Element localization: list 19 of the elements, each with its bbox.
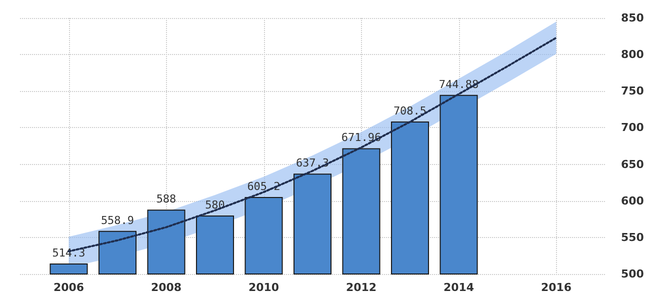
y-tick-label: 750 <box>621 84 644 98</box>
x-tick-label: 2006 <box>53 281 84 294</box>
y-tick-label: 500 <box>621 268 644 280</box>
y-tick-label: 550 <box>621 230 644 244</box>
y-tick-label: 850 <box>621 12 644 24</box>
y-tick-label: 600 <box>621 194 644 208</box>
x-tick-label: 2008 <box>150 281 182 294</box>
x-tick-label: 2012 <box>346 281 377 294</box>
data-label: 558.9 <box>100 214 134 227</box>
y-tick-label: 800 <box>621 48 644 62</box>
x-tick-label: 2014 <box>443 281 474 294</box>
x-tick-label: 2010 <box>248 281 280 294</box>
y-tick-label: 700 <box>621 121 644 134</box>
y-tick-label: 650 <box>621 158 644 171</box>
data-label: 671.96 <box>341 131 382 144</box>
data-label: 588 <box>156 192 176 206</box>
x-tick-label: 2016 <box>540 281 572 294</box>
data-label: 637.3 <box>296 156 330 170</box>
data-label: 708.5 <box>393 104 427 118</box>
